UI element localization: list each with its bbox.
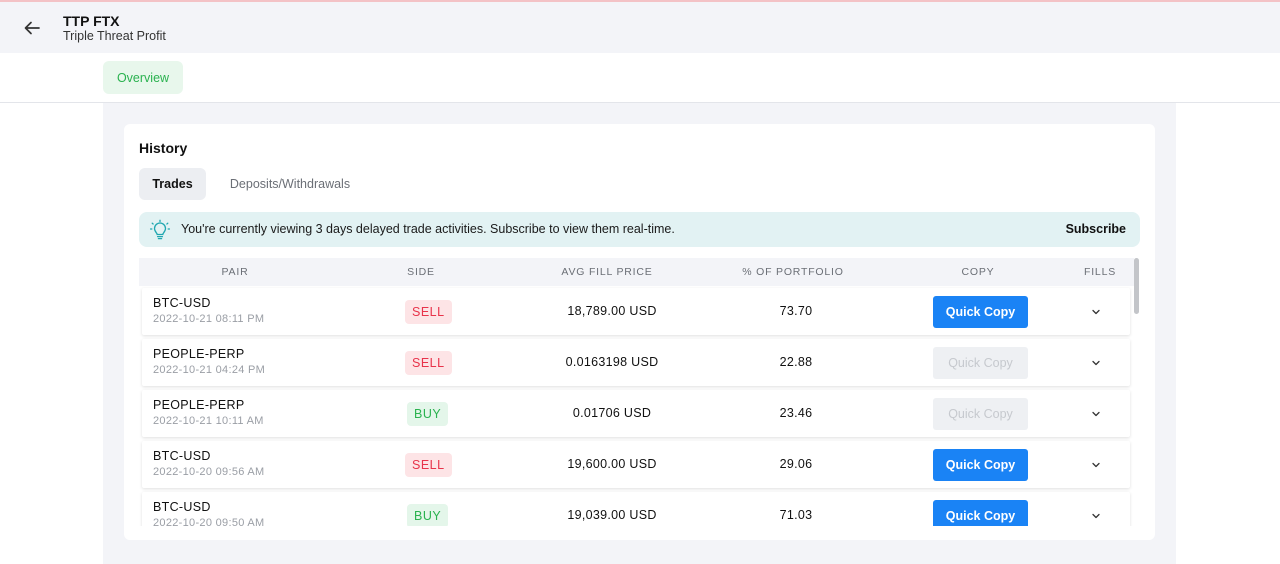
quick-copy-button[interactable]: Quick Copy — [933, 449, 1028, 481]
chevron-down-icon[interactable] — [1090, 408, 1102, 420]
back-button[interactable] — [20, 16, 44, 40]
row-pair: BTC-USD — [153, 500, 211, 514]
side-badge: SELL — [405, 351, 452, 375]
col-pair: PAIR — [221, 266, 249, 278]
chevron-down-icon[interactable] — [1090, 306, 1102, 318]
history-card: History Trades Deposits/Withdrawals You'… — [124, 124, 1155, 540]
tab-trades[interactable]: Trades — [139, 168, 206, 200]
quick-copy-button[interactable]: Quick Copy — [933, 500, 1028, 526]
chevron-down-icon[interactable] — [1090, 510, 1102, 522]
arrow-left-icon — [24, 21, 40, 35]
col-copy: COPY — [961, 266, 995, 278]
row-price: 18,789.00 USD — [567, 304, 657, 318]
row-price: 19,600.00 USD — [567, 457, 657, 471]
chevron-down-icon[interactable] — [1090, 357, 1102, 369]
row-date: 2022-10-21 04:24 PM — [153, 364, 266, 376]
lightbulb-icon — [149, 219, 171, 240]
row-date: 2022-10-21 08:11 PM — [153, 313, 265, 325]
table-row[interactable]: BTC-USD 2022-10-21 08:11 PM SELL 18,789.… — [142, 288, 1130, 335]
banner-text: You're currently viewing 3 days delayed … — [181, 222, 675, 236]
col-side: SIDE — [407, 266, 435, 278]
row-pair: PEOPLE-PERP — [153, 347, 245, 361]
quick-copy-button[interactable]: Quick Copy — [933, 398, 1028, 430]
quick-copy-button[interactable]: Quick Copy — [933, 347, 1028, 379]
tab-deposits-withdrawals[interactable]: Deposits/Withdrawals — [229, 177, 351, 191]
table-row[interactable]: BTC-USD 2022-10-20 09:50 AM BUY 19,039.0… — [142, 492, 1130, 526]
row-date: 2022-10-20 09:56 AM — [153, 466, 265, 478]
col-pct-portfolio: % OF PORTFOLIO — [742, 266, 844, 278]
row-pct: 23.46 — [779, 406, 813, 420]
page-title: TTP FTX — [63, 13, 120, 29]
row-price: 0.01706 USD — [572, 406, 652, 420]
page-header: TTP FTX Triple Threat Profit — [0, 2, 1280, 53]
col-fills: FILLS — [1083, 266, 1117, 278]
page-subtitle: Triple Threat Profit — [63, 29, 166, 43]
delayed-info-banner: You're currently viewing 3 days delayed … — [139, 212, 1140, 247]
side-badge: SELL — [405, 453, 452, 477]
side-badge: BUY — [407, 402, 449, 426]
row-pct: 29.06 — [779, 457, 813, 471]
top-accent-line — [0, 0, 1280, 2]
table-row[interactable]: PEOPLE-PERP 2022-10-21 04:24 PM SELL 0.0… — [142, 339, 1130, 386]
side-badge: BUY — [407, 504, 449, 526]
quick-copy-button[interactable]: Quick Copy — [933, 296, 1028, 328]
row-pair: BTC-USD — [153, 449, 211, 463]
row-date: 2022-10-21 10:11 AM — [153, 415, 264, 427]
table-row[interactable]: PEOPLE-PERP 2022-10-21 10:11 AM BUY 0.01… — [142, 390, 1130, 437]
col-avg-fill-price: AVG FILL PRICE — [561, 266, 653, 278]
table-header: PAIR SIDE AVG FILL PRICE % OF PORTFOLIO … — [139, 258, 1134, 286]
side-badge: SELL — [405, 300, 452, 324]
nav-tabs: Overview — [0, 53, 1280, 103]
row-pct: 73.70 — [779, 304, 813, 318]
row-date: 2022-10-20 09:50 AM — [153, 517, 265, 526]
chevron-down-icon[interactable] — [1090, 459, 1102, 471]
row-pct: 22.88 — [779, 355, 813, 369]
history-title: History — [139, 140, 188, 156]
row-price: 19,039.00 USD — [567, 508, 657, 522]
row-price: 0.0163198 USD — [565, 355, 659, 369]
row-pair: PEOPLE-PERP — [153, 398, 245, 412]
scrollbar-thumb[interactable] — [1134, 258, 1139, 314]
table-row[interactable]: BTC-USD 2022-10-20 09:56 AM SELL 19,600.… — [142, 441, 1130, 488]
subscribe-link[interactable]: Subscribe — [1065, 222, 1126, 236]
row-pct: 71.03 — [779, 508, 813, 522]
row-pair: BTC-USD — [153, 296, 211, 310]
tab-overview[interactable]: Overview — [103, 61, 183, 94]
trades-table: PAIR SIDE AVG FILL PRICE % OF PORTFOLIO … — [139, 258, 1134, 526]
